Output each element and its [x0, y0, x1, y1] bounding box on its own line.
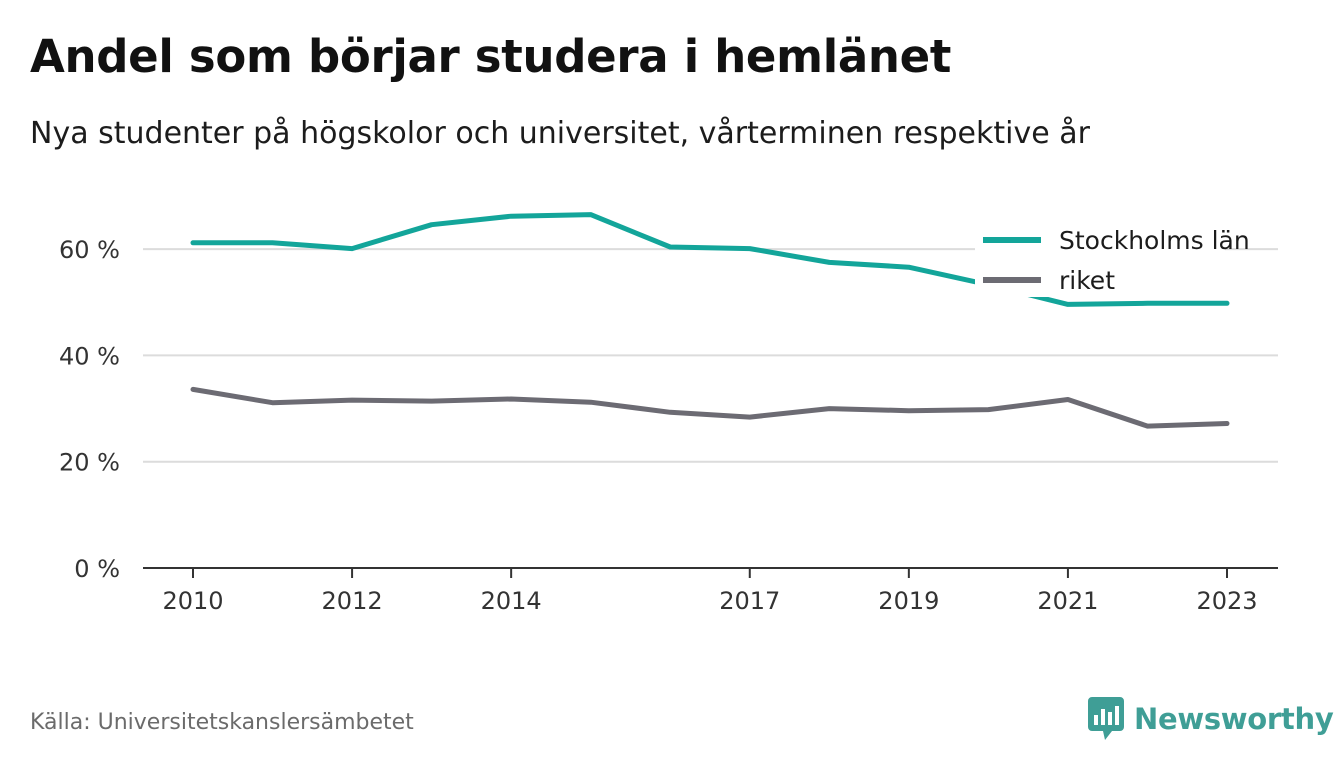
series-line-stockholms-lan	[190, 212, 1230, 307]
y-tick-label-20: 20 %	[59, 449, 120, 477]
x-tick-label-2014: 2014	[481, 587, 542, 615]
brand-name: Newsworthy	[1134, 702, 1334, 736]
x-tick-label-2017: 2017	[719, 587, 780, 615]
source-note: Källa: Universitetskanslersämbetet	[30, 710, 414, 735]
x-tick-label-2019: 2019	[878, 587, 939, 615]
chart-subtitle: Nya studenter på högskolor och universit…	[30, 116, 1090, 151]
chart-title: Andel som börjar studera i hemlänet	[30, 30, 952, 83]
y-axis-ticks: 0 % 20 % 40 % 60 %	[59, 236, 120, 583]
x-tick-label-2010: 2010	[162, 587, 223, 615]
y-tick-label-0: 0 %	[74, 555, 120, 583]
series-lines	[190, 212, 1230, 429]
series-line-riket	[190, 386, 1230, 429]
newsworthy-logo-icon	[1088, 697, 1124, 740]
legend-label-riket: riket	[1059, 266, 1115, 295]
line-chart: 0 % 20 % 40 % 60 % 2010 2012 2014 2017 2019 2021…	[59, 212, 1278, 615]
x-tick-label-2023: 2023	[1196, 587, 1257, 615]
legend: Stockholms län riket	[975, 223, 1250, 297]
brand-logo[interactable]: Newsworthy	[1088, 697, 1334, 741]
x-tick-label-2021: 2021	[1037, 587, 1098, 615]
y-tick-label-40: 40 %	[59, 342, 120, 370]
x-tick-label-2012: 2012	[322, 587, 383, 615]
x-axis-ticks: 2010 2012 2014 2017 2019 2021 2023	[162, 568, 1258, 615]
legend-label-stockholms-lan: Stockholms län	[1059, 226, 1250, 255]
y-tick-label-60: 60 %	[59, 236, 120, 264]
